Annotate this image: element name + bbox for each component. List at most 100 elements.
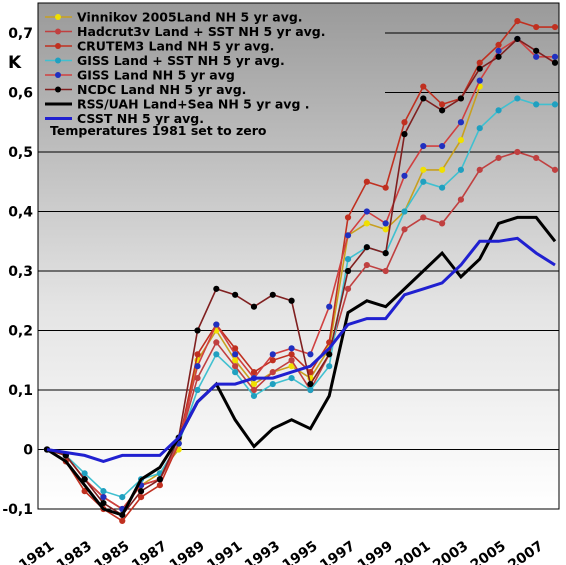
data-point [420,83,427,90]
data-point [137,494,145,501]
data-point [551,23,559,31]
series-line [46,97,555,499]
data-point [363,244,370,251]
data-point [401,119,408,126]
y-tick-label: 0,4 [8,205,33,221]
data-point [420,142,427,150]
legend-label: GISS Land + SST NH 5 yr avg. [77,53,285,68]
data-point [344,285,352,292]
legend-label: Vinnikov 2005Land NH 5 yr avg. [77,10,303,25]
x-tick-label: 2003 [430,538,471,565]
legend-label: CSST NH 5 yr avg. [77,111,204,126]
x-tick-label: 1985 [91,538,132,565]
data-point [81,470,88,477]
data-point [213,339,220,346]
data-point [363,208,370,215]
x-tick-label: 2005 [468,538,509,565]
data-point [420,178,427,185]
data-point [194,363,201,370]
data-point [326,363,333,370]
data-point [382,220,389,227]
data-point [533,23,540,31]
data-point [382,267,389,275]
series-group [46,236,556,463]
data-point [401,226,408,233]
data-point [495,47,502,54]
data-point [269,351,276,358]
data-point [232,291,239,298]
data-point [439,220,446,227]
series-line [46,236,556,463]
series-group [43,148,559,513]
data-point [382,184,389,191]
data-point [533,101,540,108]
data-point [156,482,163,489]
data-point [457,166,465,173]
y-tick-label: 0,2 [8,324,33,340]
series-line [46,20,555,522]
data-point [137,488,145,495]
data-point [439,184,446,191]
data-point [156,476,163,483]
data-point [232,363,239,370]
data-point [194,327,201,334]
x-tick-label: 1987 [129,538,170,565]
legend-swatch-marker [55,14,61,20]
y-tick-label: 0,5 [8,145,33,161]
data-point [269,369,276,376]
data-point [439,166,446,173]
data-point [288,363,295,370]
data-point [420,214,427,221]
data-point [476,125,483,132]
data-point [250,303,258,310]
data-point [288,375,295,382]
data-point [514,18,521,25]
x-tick-label: 1997 [317,538,358,565]
data-point [401,131,408,138]
data-point [307,386,314,394]
data-point [250,392,258,400]
data-point [514,35,521,43]
legend-label: GISS Land NH 5 yr avg [77,68,235,83]
y-tick-label: 0,3 [8,264,33,280]
data-point [551,53,559,60]
data-point [100,488,107,495]
data-point [363,261,370,269]
data-point [232,357,239,364]
y-tick-label: 0,1 [8,383,33,399]
data-point [401,208,408,215]
legend-label: Hadcrut3v Land + SST NH 5 yr avg. [77,24,326,39]
legend-swatch-marker [55,43,61,49]
data-point [288,345,295,352]
data-point [382,250,389,257]
data-point [344,256,352,263]
data-point [551,59,559,66]
x-tick-label: 1981 [16,538,57,565]
data-point [495,107,502,114]
data-point [514,148,521,156]
x-tick-label: 1989 [167,538,208,565]
legend-swatch-marker [55,57,61,64]
data-point [194,351,201,358]
data-point [213,321,220,328]
legend-label: RSS/UAH Land+Sea NH 5 yr avg . [77,97,310,112]
series-group [46,215,557,517]
y-tick-label: -0,1 [2,502,33,518]
series-group [43,18,559,525]
data-point [100,499,107,507]
data-point [514,95,521,102]
data-point [81,488,88,495]
data-point [457,119,465,126]
data-point [232,351,239,358]
data-point [326,351,333,358]
data-point [288,297,295,304]
data-point [476,65,483,72]
data-point [495,154,502,162]
x-tick-label: 1995 [280,538,321,565]
data-point [81,476,88,483]
legend-swatch-marker [55,86,61,93]
y-tick-label: 0 [23,443,33,459]
data-point [307,351,314,358]
data-point [476,59,483,66]
data-point [232,345,239,352]
